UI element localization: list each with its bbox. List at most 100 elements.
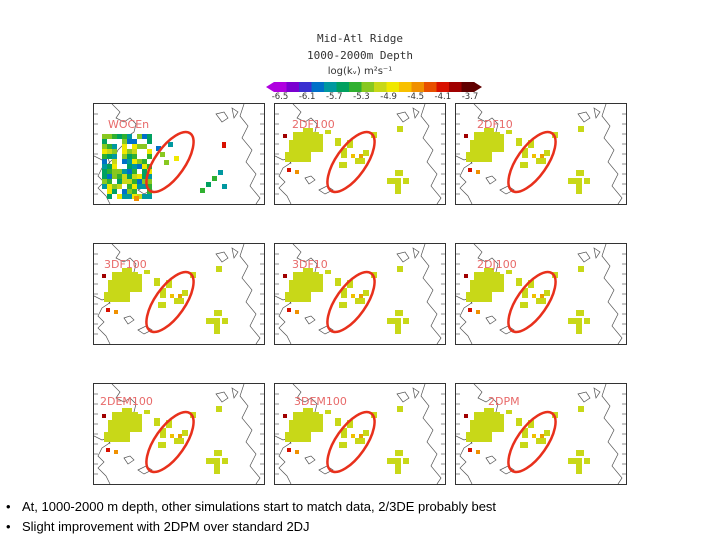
model-cell (114, 450, 118, 454)
coastline (420, 244, 442, 344)
model-cell (520, 302, 528, 308)
data-cell (122, 179, 127, 184)
model-cell (214, 324, 220, 334)
data-cell (137, 164, 142, 169)
panel-label-7: 2DEM100 (100, 395, 153, 408)
data-cell (142, 194, 147, 199)
map-graphic (456, 384, 626, 484)
data-cell (142, 144, 147, 149)
model-cell (285, 432, 311, 442)
data-cell (117, 179, 122, 184)
model-cell (528, 140, 534, 148)
coastline (231, 107, 239, 119)
data-cell (137, 184, 142, 189)
model-cell (289, 140, 323, 152)
data-cell (122, 154, 127, 159)
data-cell (102, 144, 107, 149)
figure-subtitle: 1000-2000m Depth (307, 49, 413, 62)
model-cell (287, 168, 291, 172)
model-cell (315, 274, 323, 280)
map-graphic (456, 104, 626, 204)
data-cell (222, 142, 226, 148)
model-cell (395, 170, 403, 176)
data-cell (112, 159, 117, 164)
model-cell (355, 158, 365, 164)
data-cell (142, 184, 147, 189)
map-panel-4 (93, 243, 265, 345)
model-cell (122, 408, 132, 416)
data-cell (112, 134, 117, 139)
figure-title: Mid-Atl Ridge (316, 32, 404, 45)
model-cell (160, 288, 166, 298)
model-cell (303, 128, 313, 136)
data-cell (147, 184, 152, 189)
model-cell (466, 292, 492, 302)
coastline (231, 387, 239, 399)
data-cell (122, 159, 127, 164)
model-cell (335, 418, 341, 426)
colorbar-segment (349, 82, 362, 92)
map-graphic (94, 244, 264, 344)
model-cell (178, 434, 182, 438)
data-cell (107, 154, 112, 159)
model-cell (470, 280, 504, 292)
model-cell (289, 280, 323, 292)
coastline (601, 244, 623, 344)
data-cell (147, 154, 152, 159)
bullet-item: • At, 1000-2000 m depth, other simulatio… (6, 497, 496, 517)
coastline (577, 111, 591, 123)
data-cell (132, 189, 137, 194)
model-cell (584, 178, 590, 184)
model-cell (102, 414, 106, 418)
model-cell (484, 268, 494, 276)
data-cell (137, 179, 142, 184)
data-cell (107, 184, 112, 189)
model-cell (544, 290, 550, 296)
model-cell (166, 280, 172, 288)
model-cell (144, 270, 150, 274)
data-cell (160, 152, 165, 157)
model-cell (464, 414, 468, 418)
model-cell (287, 308, 291, 312)
model-cell (576, 324, 582, 334)
data-cell (127, 164, 132, 169)
model-cell (506, 410, 512, 414)
coastline (593, 247, 601, 259)
coastline (304, 175, 316, 185)
coastline (412, 247, 420, 259)
model-cell (359, 434, 363, 438)
model-cell (108, 420, 142, 432)
data-cell (206, 182, 211, 187)
data-cell (127, 134, 132, 139)
data-cell (137, 174, 142, 179)
colorbar-tick-label: -3.7 (461, 92, 479, 102)
model-cell (540, 294, 544, 298)
highlight-ellipse (507, 410, 557, 474)
model-cell (496, 134, 504, 140)
data-cell (127, 169, 132, 174)
data-cell (112, 169, 117, 174)
model-cell (166, 420, 172, 428)
data-cell (102, 154, 107, 159)
coastline (499, 325, 515, 335)
data-cell (132, 179, 137, 184)
data-cell (142, 159, 147, 164)
model-cell (158, 302, 166, 308)
model-cell (397, 126, 403, 132)
model-cell (484, 128, 494, 136)
model-cell (295, 170, 299, 174)
model-cell (403, 178, 409, 184)
coastline (215, 251, 229, 263)
coastline (239, 104, 261, 204)
model-cell (182, 290, 188, 296)
data-cell (112, 144, 117, 149)
model-cell (568, 458, 582, 464)
data-cell (168, 142, 173, 147)
coastline (396, 111, 410, 123)
coastline (304, 455, 316, 465)
model-cell (170, 294, 174, 298)
model-cell (576, 310, 584, 316)
data-cell (112, 154, 117, 159)
model-cell (387, 178, 401, 184)
model-cell (347, 420, 353, 428)
